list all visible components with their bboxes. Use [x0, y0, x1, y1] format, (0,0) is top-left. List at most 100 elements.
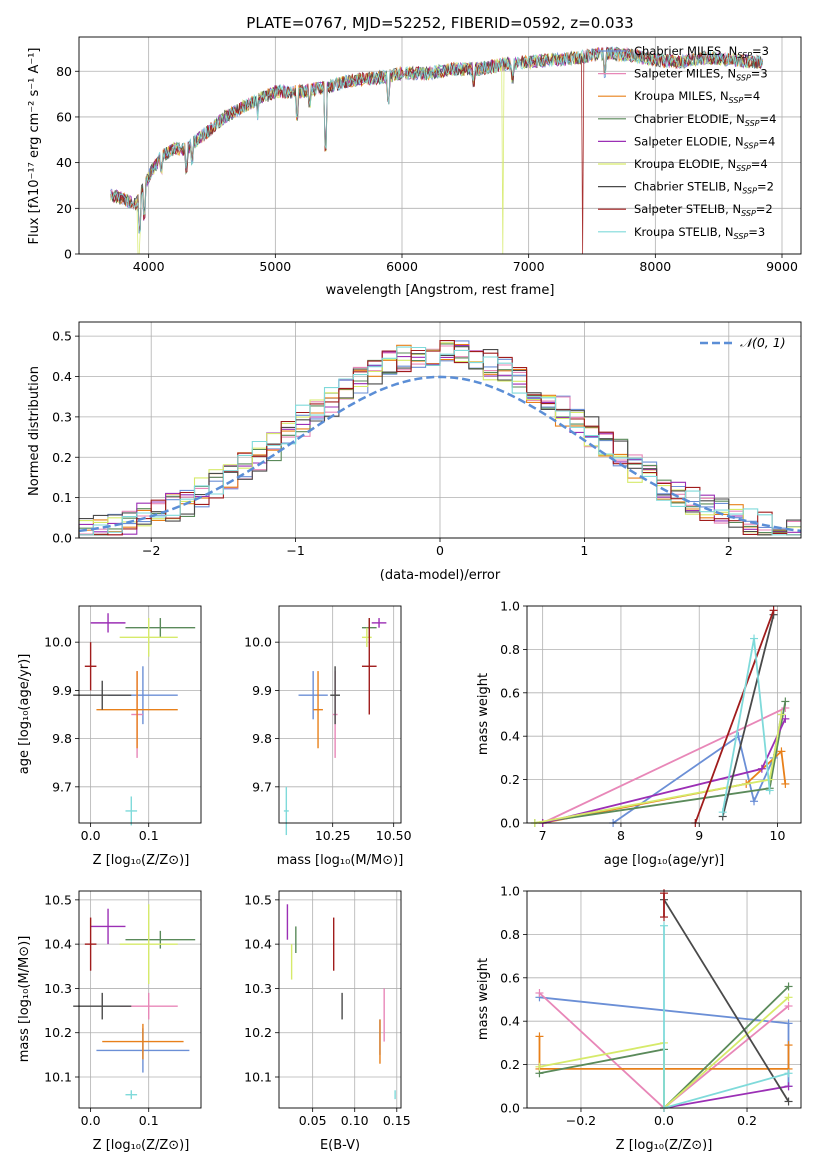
- mwZ-series: [663, 899, 790, 1102]
- mwAge-series: [542, 707, 786, 824]
- residuals-xtick-label: 2: [725, 543, 733, 558]
- mwZ-xtick-label: −0.2: [566, 1113, 596, 1128]
- mwAge-series: [721, 614, 775, 817]
- ageM-xlabel: mass [log₁₀(M/M⊙)]: [277, 853, 404, 868]
- residuals-xlabel: (data-model)/error: [380, 568, 501, 583]
- massE-xlabel: E(B-V): [320, 1138, 360, 1153]
- ageZ-xlabel: Z [log₁₀(Z/Z⊙)]: [93, 853, 190, 868]
- mwZ-ylabel: mass weight: [476, 958, 491, 1040]
- mwZ-ytick-label: 0.0: [500, 1101, 520, 1116]
- mwAge-xlabel: age [log₁₀(age/yr)]: [604, 853, 725, 868]
- spectrum-xlabel: wavelength [Angstrom, rest frame]: [326, 283, 555, 298]
- spectrum-xtick-label: 5000: [259, 259, 291, 274]
- spectrum-ytick-label: 40: [56, 155, 72, 170]
- ageZ-ytick-label: 9.9: [52, 683, 72, 698]
- mass-weight-vs-metallicity-panel: −0.2 0.0 0.2 0.0 0.2 0.4 0.6 0.8 1.0: [500, 884, 802, 1128]
- residuals-ytick-label: 0.1: [52, 490, 72, 505]
- spectrum-xtick-label: 6000: [386, 259, 418, 274]
- spectrum-legend-label: Chabrier MILES, NSSP=3: [634, 44, 769, 60]
- spectrum-xtick-label: 4000: [133, 259, 165, 274]
- massE-ytick-label: 10.1: [244, 1070, 272, 1085]
- age-vs-metallicity-panel: 0.0 0.1 9.7 9.8 9.9 10.0: [44, 605, 202, 843]
- residuals-xtick-label: 0: [436, 543, 444, 558]
- spectrum-xtick-label: 9000: [766, 259, 798, 274]
- mwAge-ytick-label: 0.6: [500, 685, 520, 700]
- spectrum-legend-label: Kroupa MILES, NSSP=4: [634, 89, 760, 105]
- residuals-xtick-label: −1: [286, 543, 304, 558]
- mwZ-ytick-label: 0.8: [500, 927, 520, 942]
- mass-weight-vs-age-panel: 7 8 9 10 0.0 0.2 0.4 0.6 0.8 1.0: [500, 599, 802, 843]
- residuals-ylabel: Normed distribution: [27, 366, 42, 496]
- spectrum-legend-label: Kroupa STELIB, NSSP=3: [634, 225, 765, 241]
- mwAge-ytick-label: 0.8: [500, 642, 520, 657]
- mwAge-series: [612, 714, 783, 824]
- massZ-ytick-label: 10.4: [44, 937, 72, 952]
- massZ-xtick-label: 0.0: [81, 1113, 101, 1128]
- mass-vs-ebv-panel: 0.05 0.10 0.15 10.1 10.2 10.3 10.4 10.5: [244, 890, 411, 1128]
- massE-frame: [278, 890, 402, 1109]
- massZ-ytick-label: 10.3: [44, 981, 72, 996]
- mwAge-ylabel: mass weight: [476, 673, 491, 755]
- spectrum-ytick-label: 80: [56, 64, 72, 79]
- residuals-ytick-label: 0.5: [52, 329, 72, 344]
- mwZ-ytick-label: 0.2: [500, 1057, 520, 1072]
- massE-xtick-label: 0.10: [341, 1113, 369, 1128]
- spectrum-legend-label: Salpeter ELODIE, NSSP=4: [634, 134, 775, 150]
- ageZ-ytick-label: 9.8: [52, 731, 72, 746]
- residuals-ytick-label: 0.4: [52, 369, 72, 384]
- ageZ-ylabel: age [log₁₀(age/yr)]: [17, 654, 32, 775]
- massZ-xlabel: Z [log₁₀(Z/Z⊙)]: [93, 1138, 190, 1153]
- mwAge-xtick-label: 10: [770, 828, 786, 843]
- spectrum-legend-label: Chabrier STELIB, NSSP=2: [634, 180, 774, 196]
- mwZ-series: [663, 1085, 789, 1109]
- residuals-frame: [78, 321, 802, 539]
- mwZ-ytick-label: 0.6: [500, 970, 520, 985]
- ageZ-frame: [78, 605, 202, 824]
- mwZ-xtick-label: 0.0: [654, 1113, 674, 1128]
- spectrum-ytick-label: 20: [56, 201, 72, 216]
- residual-histogram: [78, 346, 801, 538]
- mwAge-ytick-label: 0.4: [500, 729, 520, 744]
- massZ-frame: [78, 890, 202, 1109]
- mwAge-xtick-label: 7: [539, 828, 547, 843]
- residuals-ytick-label: 0.3: [52, 409, 72, 424]
- residuals-xtick-label: −2: [142, 543, 160, 558]
- ageZ-xtick-label: 0.0: [81, 828, 101, 843]
- massZ-xtick-label: 0.1: [139, 1113, 159, 1128]
- mwZ-ytick-label: 1.0: [500, 884, 520, 899]
- spectrum-line: [110, 46, 764, 234]
- massE-ytick-label: 10.4: [244, 937, 272, 952]
- spectrum-ytick-label: 60: [56, 109, 72, 124]
- residuals-xtick-label: 1: [580, 543, 588, 558]
- spectrum-line: [110, 46, 764, 255]
- ageZ-ytick-label: 10.0: [44, 635, 72, 650]
- mwAge-xtick-label: 9: [695, 828, 703, 843]
- mwZ-xlabel: Z [log₁₀(Z/Z⊙)]: [616, 1138, 713, 1153]
- ageM-xtick-label: 10.25: [315, 828, 351, 843]
- massZ-ylabel: mass [log₁₀(M/M⊙)]: [17, 936, 32, 1063]
- ageM-ytick-label: 9.8: [252, 731, 272, 746]
- mwAge-ytick-label: 0.2: [500, 772, 520, 787]
- normal-curve: [78, 375, 802, 533]
- mwAge-xtick-label: 8: [617, 828, 625, 843]
- residuals-ytick-label: 0.2: [52, 450, 72, 465]
- ageM-ytick-label: 9.9: [252, 683, 272, 698]
- spectrum-legend-label: Kroupa ELODIE, NSSP=4: [634, 157, 768, 173]
- spectrum-xtick-label: 8000: [639, 259, 671, 274]
- massZ-ytick-label: 10.5: [44, 892, 72, 907]
- mwZ-ytick-label: 0.4: [500, 1014, 520, 1029]
- mwAge-frame: [526, 605, 802, 824]
- residuals-ytick-label: 0.0: [52, 531, 72, 546]
- residual-legend-label: 𝒩(0, 1): [740, 335, 786, 350]
- mass-vs-metallicity-panel: 0.0 0.1 10.1 10.2 10.3 10.4 10.5: [44, 890, 202, 1128]
- massE-ytick-label: 10.2: [244, 1025, 272, 1040]
- massE-xtick-label: 0.15: [383, 1113, 411, 1128]
- mwAge-ytick-label: 1.0: [500, 599, 520, 614]
- mwAge-series: [694, 609, 775, 824]
- massZ-ytick-label: 10.1: [44, 1070, 72, 1085]
- mwAge-series: [542, 718, 787, 824]
- ageZ-ytick-label: 9.7: [52, 779, 72, 794]
- spectrum-ylabel: Flux [fλ10⁻¹⁷ erg cm⁻² s⁻¹ A⁻¹]: [27, 48, 42, 245]
- mwAge-ytick-label: 0.0: [500, 816, 520, 831]
